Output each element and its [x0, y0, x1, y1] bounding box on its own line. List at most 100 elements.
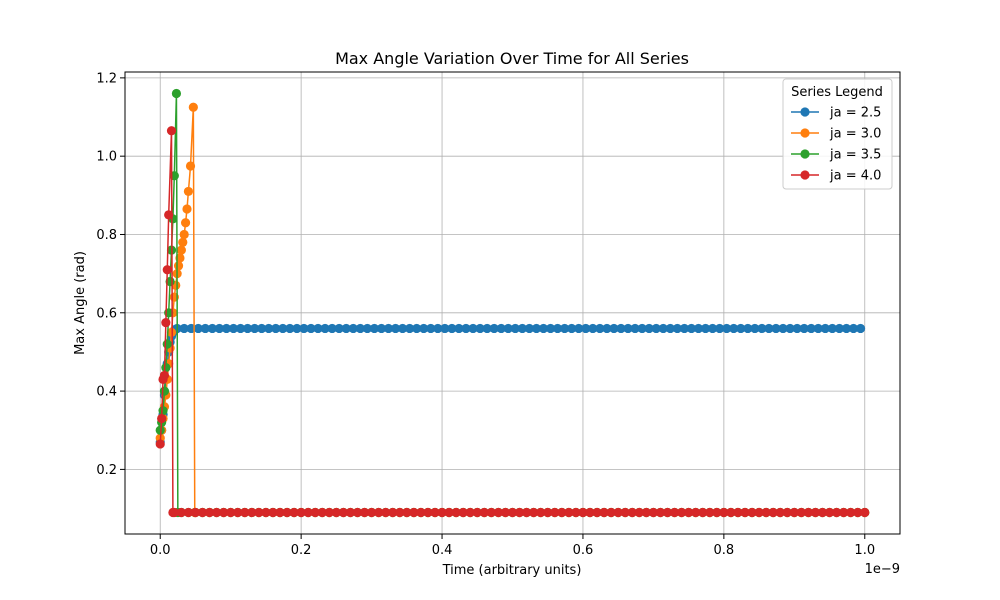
series-point — [574, 323, 584, 334]
series-point — [775, 507, 785, 518]
series-point — [507, 507, 518, 518]
series-point — [430, 507, 440, 518]
series-point — [627, 507, 637, 518]
legend-title: Series Legend — [791, 85, 883, 100]
series-4 — [155, 126, 870, 518]
legend-label: ja = 3.0 — [829, 127, 881, 142]
series-point — [785, 323, 795, 334]
series-point — [221, 323, 232, 334]
series-point — [658, 323, 668, 334]
series-point — [679, 323, 690, 334]
series-point — [564, 507, 574, 518]
x-tick-label: 0.6 — [573, 543, 594, 558]
series-point — [848, 323, 859, 334]
series-point — [581, 323, 591, 334]
series-point — [768, 507, 778, 518]
series-point — [613, 507, 623, 518]
series-point — [458, 507, 468, 518]
series-point — [338, 507, 349, 518]
series-point — [204, 507, 215, 518]
series-point — [529, 507, 539, 518]
series-point — [173, 261, 184, 271]
series-point — [669, 507, 680, 518]
series-point — [169, 507, 179, 518]
series-point — [214, 323, 225, 334]
series-point — [764, 323, 774, 334]
series-point — [412, 323, 422, 334]
series-point — [500, 507, 511, 518]
legend: Series Legend ja = 2.5 ja = 3.0 ja = 3.5 ja… — [782, 78, 893, 190]
series-point — [726, 507, 736, 518]
series-point — [827, 323, 837, 334]
x-tick-label: 0.8 — [714, 543, 735, 558]
series-point — [159, 370, 170, 381]
series-point — [268, 507, 278, 518]
series-point — [228, 323, 239, 334]
series-point — [855, 323, 866, 334]
legend-swatch-marker — [800, 170, 810, 180]
series-point — [665, 323, 675, 334]
series-point — [193, 323, 203, 334]
series-point — [538, 323, 549, 334]
series-point — [355, 323, 365, 334]
series-point — [180, 218, 191, 228]
series-point — [831, 507, 842, 518]
y-tick-label: 1.2 — [96, 71, 117, 86]
series-point — [292, 323, 302, 334]
series-point — [155, 439, 165, 449]
series-point — [806, 323, 816, 334]
series-point — [282, 507, 292, 518]
series-point — [278, 323, 288, 334]
series-point — [423, 507, 433, 518]
series-point — [644, 323, 654, 334]
series-point — [334, 323, 344, 334]
series-point — [782, 507, 792, 518]
series-point — [588, 323, 598, 334]
series-point — [240, 507, 250, 518]
series-point — [395, 507, 405, 518]
series-point — [552, 323, 563, 334]
series-point — [402, 507, 412, 518]
series-point — [331, 507, 341, 518]
series-point — [250, 323, 260, 334]
series-point — [472, 507, 482, 518]
x-tick-label: 0.4 — [432, 543, 453, 558]
axes: 0.0 0.2 0.4 0.6 0.8 1.0 0.2 0.4 0.6 0.8 1.0 1.2 — [96, 71, 875, 558]
series-point — [405, 323, 415, 334]
series-point — [733, 507, 743, 518]
series-point — [376, 323, 387, 334]
series-point — [543, 507, 553, 518]
series-point — [475, 323, 485, 334]
series-point — [648, 507, 659, 518]
series-point — [261, 507, 271, 518]
series-point — [803, 507, 814, 518]
y-tick-label: 0.6 — [96, 306, 117, 321]
series-point — [320, 323, 330, 334]
series-point — [503, 323, 513, 334]
series-point — [303, 507, 313, 518]
series-point — [510, 323, 520, 334]
series-point — [799, 323, 809, 334]
x-offset-label: 1e−9 — [865, 562, 900, 577]
series-point — [390, 323, 401, 334]
y-axis-label: Max Angle (rad) — [73, 251, 88, 355]
series-point — [839, 507, 849, 518]
legend-label: ja = 2.5 — [829, 106, 881, 121]
series-point — [426, 323, 436, 334]
series-point — [264, 323, 274, 334]
series-layer — [155, 88, 870, 518]
series-point — [592, 507, 602, 518]
series-point — [672, 323, 682, 334]
series-point — [623, 323, 633, 334]
series-point — [824, 507, 835, 518]
series-point — [359, 507, 370, 518]
series-point — [489, 323, 499, 334]
x-tick-label: 0.2 — [291, 543, 312, 558]
series-point — [578, 507, 588, 518]
series-point — [609, 323, 619, 334]
series-point — [691, 507, 701, 518]
series-point — [362, 323, 372, 334]
legend-entry: ja = 2.5 — [791, 106, 881, 121]
series-point — [531, 323, 542, 334]
